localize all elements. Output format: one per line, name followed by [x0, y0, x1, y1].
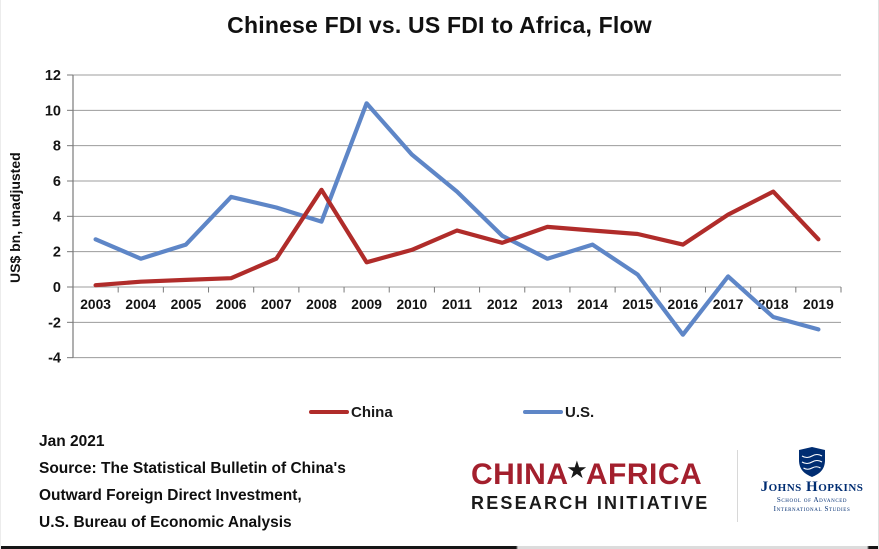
x-tick-label: 2005	[171, 297, 202, 312]
source-line-3: U.S. Bureau of Economic Analysis	[39, 514, 292, 531]
x-tick-label: 2013	[532, 297, 563, 312]
legend-item-china: China	[309, 402, 393, 422]
footer-date: Jan 2021	[39, 433, 105, 450]
y-tick-label: 4	[53, 209, 61, 225]
y-tick-label: 6	[53, 174, 61, 190]
cari-word-africa: AFRICA	[585, 458, 703, 491]
y-tick-label: 0	[53, 280, 61, 296]
x-tick-label: 2014	[577, 297, 608, 312]
star-icon: ★	[567, 459, 587, 482]
legend-label-us: U.S.	[565, 403, 595, 421]
y-tick-label: 10	[45, 103, 61, 119]
jhu-shield-icon	[799, 447, 825, 477]
legend-item-us: U.S.	[523, 402, 594, 422]
chart-title: Chinese FDI vs. US FDI to Africa, Flow	[227, 12, 652, 38]
cari-logo: CHINA★AFRICA RESEARCH INITIATIVE	[471, 458, 733, 514]
x-tick-label: 2019	[803, 297, 834, 312]
y-tick-label: 8	[53, 139, 61, 155]
jhu-logo: Johns Hopkins School of Advanced Interna…	[749, 447, 875, 513]
y-tick-label: -4	[48, 351, 61, 367]
x-tick-label: 2011	[442, 297, 472, 312]
x-tick-label: 2007	[261, 297, 292, 312]
x-tick-label: 2009	[351, 297, 382, 312]
footer-note: Jan 2021 Source: The Statistical Bulleti…	[39, 428, 469, 536]
x-tick-label: 2012	[487, 297, 518, 312]
x-tick-label: 2008	[306, 297, 337, 312]
x-tick-label: 2006	[216, 297, 247, 312]
jhu-name: Johns Hopkins	[760, 479, 864, 495]
cari-wordmark: CHINA★AFRICA	[471, 458, 733, 492]
x-tick-label: 2010	[396, 297, 427, 312]
cari-word-china: CHINA	[471, 458, 569, 491]
jhu-school-line-2: International Studies	[773, 504, 851, 513]
source-line-2: Outward Foreign Direct Investment,	[39, 487, 302, 504]
series-line-china	[93, 187, 821, 288]
y-tick-label: 2	[53, 245, 61, 261]
bottom-edge-line	[1, 546, 878, 549]
y-tick-label: 12	[45, 68, 61, 84]
fdi-line-chart: 12 10 8 6 4 2 0 -2 -4 2003 2004 2005 2006 2007 2008 200…	[45, 68, 842, 367]
x-tick-label: 2016	[668, 297, 699, 312]
legend-label-china: China	[351, 403, 393, 421]
logo-divider	[737, 450, 738, 522]
cari-subtitle: RESEARCH INITIATIVE	[471, 493, 710, 513]
x-tick-label: 2004	[125, 297, 156, 312]
source-line-1: Source: The Statistical Bulletin of Chin…	[39, 460, 346, 477]
series-line-us	[93, 101, 821, 337]
chart-legend: China U.S.	[1, 402, 878, 422]
jhu-school-line-1: School of Advanced	[776, 496, 848, 504]
china-line-swatch	[309, 409, 349, 415]
us-line-swatch	[523, 409, 563, 415]
x-tick-label: 2015	[622, 297, 653, 312]
y-tick-label: -2	[48, 315, 61, 331]
x-tick-label: 2003	[80, 297, 111, 312]
x-tick-label: 2017	[713, 297, 744, 312]
